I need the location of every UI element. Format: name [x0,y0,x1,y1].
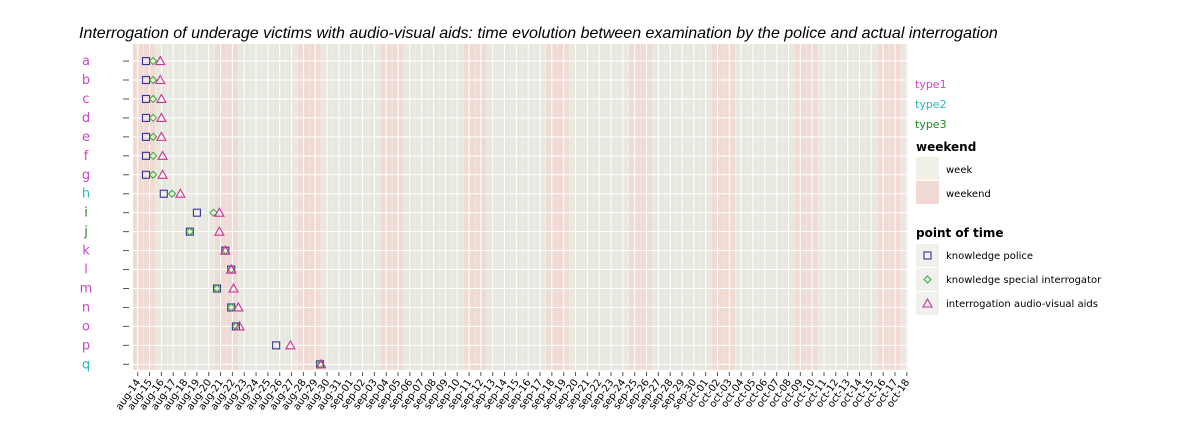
point-legend-keybox [916,268,939,291]
point-legend-marker [923,275,932,284]
point-legend-label: knowledge special interrogator [946,275,1102,286]
data-point [148,170,158,179]
y-tick-label: k [82,244,90,259]
y-tick-label: j [83,225,88,240]
x-axis-labels: aug-14aug-15aug-16aug-17aug-18aug-19aug-… [114,372,912,413]
data-point [228,282,240,293]
y-tick-label: o [82,319,90,334]
data-point [148,151,158,161]
y-tick-label: n [82,300,90,315]
y-tick-label: i [84,206,88,221]
data-point [213,226,225,236]
data-point [167,189,177,198]
type-legend: type1 type2 type3 [915,78,947,131]
weekend-legend-key [916,181,939,204]
type-legend-label: type3 [915,118,947,131]
y-tick-label: h [82,187,90,202]
data-point [209,208,218,217]
data-point [157,169,169,179]
data-point [148,132,158,142]
data-point [225,263,237,274]
data-point [159,189,168,198]
plot-panel [133,44,913,370]
data-point [272,341,281,350]
y-tick-label: b [82,73,90,88]
point-legend-marker [922,297,933,308]
data-point [315,358,327,369]
y-tick-label: d [82,111,90,126]
y-tick-label: q [82,357,90,372]
data-point [148,113,158,123]
point-of-time-legend: point of time knowledge police knowledge s… [916,226,1102,315]
point-legend-keybox [916,292,939,315]
data-point [174,188,186,198]
legend: type1 type2 type3 weekend week weekend point… [915,78,1102,315]
weekend-legend: weekend week weekend [916,140,991,204]
type-legend-label: type2 [915,98,947,111]
data-point [185,227,195,236]
data-point [148,94,158,104]
point-legend-marker [923,251,932,260]
data-point [213,207,225,217]
weekend-legend-key [916,157,939,180]
y-tick-label: f [84,149,89,164]
data-point [157,150,169,160]
data-point [155,112,167,122]
weekend-legend-title: weekend [916,140,976,154]
point-legend-label: knowledge police [946,251,1033,262]
data-point [232,301,244,312]
point-of-time-legend-title: point of time [916,226,1004,240]
data-point [192,208,201,217]
type-legend-label: type1 [915,78,947,91]
y-tick-label: a [82,54,90,69]
data-point [212,284,222,293]
data-point [148,56,158,66]
y-tick-label: p [82,338,90,353]
y-tick-label: g [82,168,90,183]
point-legend-keybox [916,244,939,267]
panel-background [133,44,908,370]
point-legend-label: interrogation audio-visual aids [946,299,1098,310]
data-point [226,303,236,312]
data-point [284,339,296,350]
y-tick-label: c [82,92,89,107]
data-point [148,75,158,85]
y-tick-label: l [84,263,88,278]
data-points [141,55,327,369]
data-point [155,131,167,141]
data-point [234,320,245,331]
weekend-band [133,44,156,370]
data-point [219,244,231,255]
chart-title: Interrogation of underage victims with a… [79,25,998,42]
data-point [154,74,166,85]
data-point [154,55,166,66]
weekend-legend-label: weekend [946,189,991,200]
y-tick-label: m [80,282,93,297]
data-point [155,93,167,104]
weekend-legend-label: week [946,165,972,176]
y-tick-label: e [82,130,90,145]
